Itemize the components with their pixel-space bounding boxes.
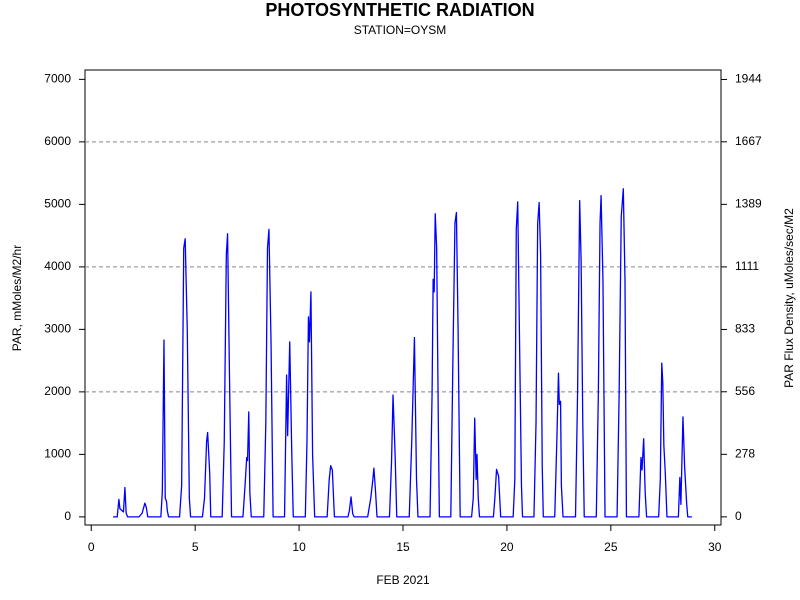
y2-tick-label: 1389 <box>735 197 762 211</box>
y2-tick-label: 1111 <box>735 259 759 273</box>
y-tick-label: 0 <box>64 509 71 523</box>
y2-tick-label: 556 <box>735 384 755 398</box>
y-tick-label: 5000 <box>44 197 71 211</box>
data-line <box>113 188 692 518</box>
y2-axis-label: PAR Flux Density, uMoles/sec/M2 <box>782 208 796 388</box>
y-tick-label: 7000 <box>44 72 71 86</box>
x-tick-label: 10 <box>292 540 306 554</box>
y-tick-label: 1000 <box>44 447 71 461</box>
y2-tick-label: 1667 <box>735 134 762 148</box>
x-tick-label: 15 <box>396 540 410 554</box>
chart-title: PHOTOSYNTHETIC RADIATION <box>265 0 534 20</box>
chart-subtitle: STATION=OYSM <box>354 23 447 37</box>
y2-tick-label: 833 <box>735 322 755 336</box>
y-tick-label: 3000 <box>44 322 71 336</box>
y2-tick-label: 278 <box>735 446 755 460</box>
y-tick-label: 4000 <box>44 259 71 273</box>
y2-tick-label: 1944 <box>735 72 762 86</box>
x-tick-label: 0 <box>88 540 95 554</box>
y-tick-label: 2000 <box>44 384 71 398</box>
y2-tick-label: 0 <box>735 509 742 523</box>
x-tick-label: 30 <box>708 540 722 554</box>
y-tick-label: 6000 <box>44 134 71 148</box>
x-tick-label: 5 <box>192 540 199 554</box>
x-tick-label: 20 <box>500 540 514 554</box>
x-tick-label: 25 <box>604 540 618 554</box>
y-axis-label: PAR, mMoles/M2/hr <box>10 245 24 351</box>
x-axis-label: FEB 2021 <box>376 573 430 587</box>
